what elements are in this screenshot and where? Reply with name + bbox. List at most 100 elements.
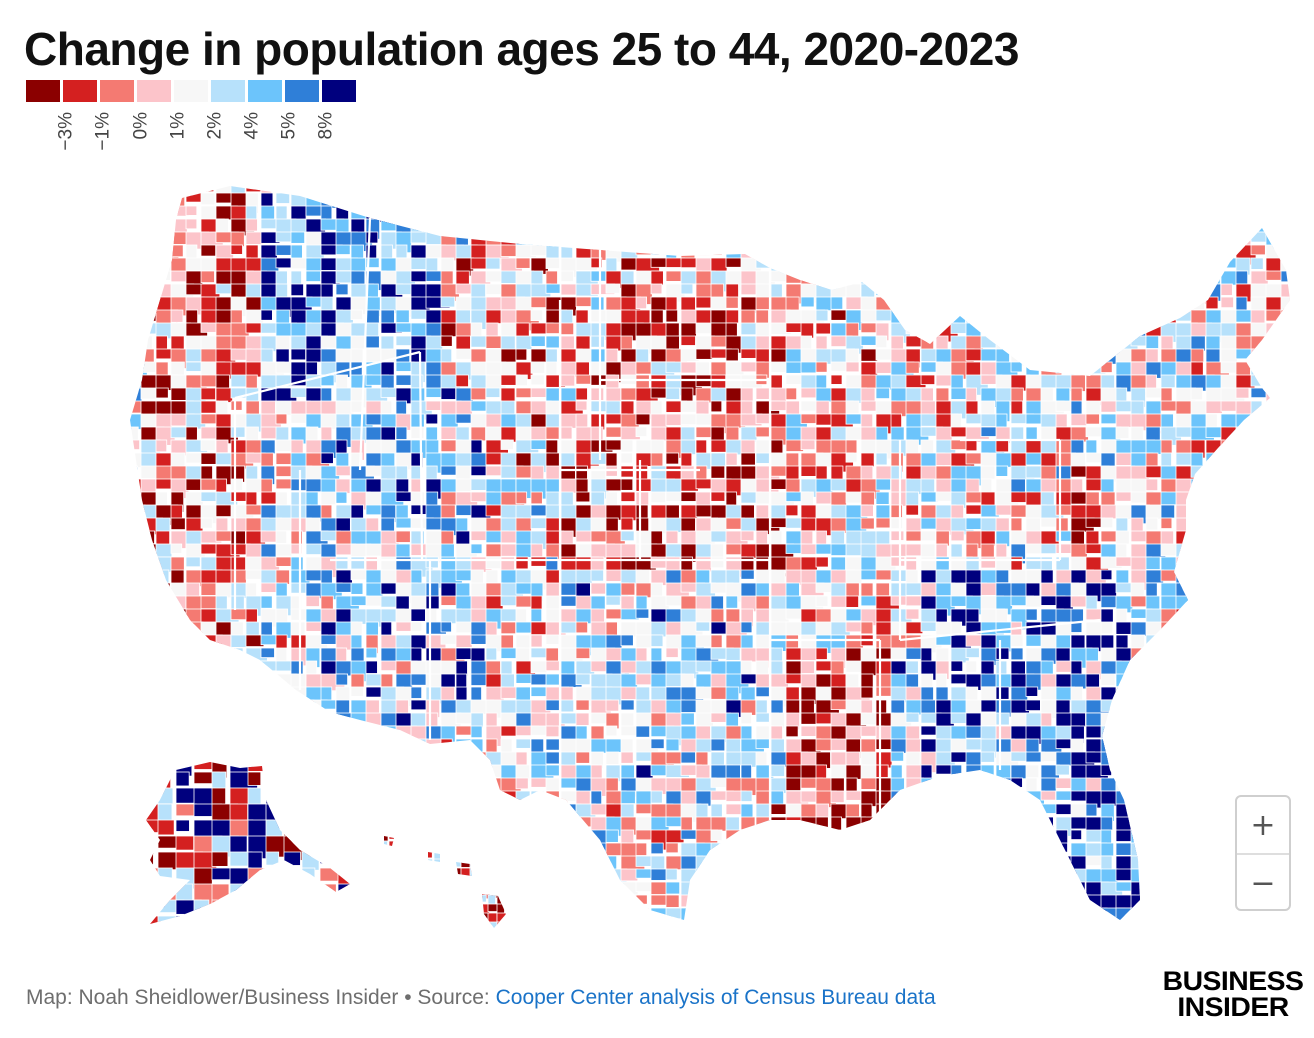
zoom-out-button[interactable]: −: [1250, 865, 1276, 901]
county-cell: [905, 192, 930, 212]
county-cell: [530, 660, 548, 674]
county-cell: [380, 764, 394, 780]
county-cell: [1220, 257, 1239, 269]
county-cell: [455, 842, 477, 859]
county-cell: [395, 881, 407, 899]
county-cell: [681, 921, 692, 939]
county-cell: [770, 400, 789, 411]
county-cell: [1010, 504, 1027, 518]
county-cell: [200, 595, 218, 610]
county-cell: [1265, 673, 1278, 689]
county-cell: [1190, 543, 1211, 565]
county-cell: [680, 465, 695, 480]
county-cell: [442, 867, 455, 881]
county-cell: [770, 868, 791, 889]
county-cell: [936, 934, 956, 949]
county-cell: [1040, 725, 1057, 741]
county-cell: [200, 387, 216, 401]
county-cell: [1265, 309, 1286, 322]
county-cell: [1205, 335, 1221, 351]
county-cell: [695, 192, 710, 211]
county-cell: [469, 836, 480, 840]
county-cell: [711, 921, 730, 937]
county-cell: [635, 413, 651, 426]
county-cell: [290, 660, 304, 676]
county-cell: [440, 842, 461, 865]
county-cell: [860, 205, 878, 227]
county-cell: [890, 192, 908, 213]
county-cell: [1280, 647, 1290, 665]
county-cell: [1130, 686, 1145, 697]
county-cell: [920, 816, 940, 835]
county-cell: [980, 881, 999, 893]
county-cell: [337, 851, 350, 865]
county-cell: [575, 790, 591, 806]
county-cell: [471, 921, 492, 935]
county-cell: [1176, 921, 1194, 935]
county-cell: [1100, 478, 1115, 493]
county-cell: [590, 725, 605, 740]
county-cell: [995, 829, 1009, 850]
county-cell: [1235, 686, 1257, 706]
county-cell: [575, 218, 599, 236]
county-cell: [1205, 764, 1229, 777]
county-cell: [1040, 660, 1054, 677]
county-cell: [193, 867, 213, 886]
county-cell: [1220, 517, 1241, 531]
county-cell: [230, 673, 252, 692]
county-cell: [130, 621, 142, 636]
county-cell: [1280, 660, 1290, 677]
county-cell: [140, 634, 153, 646]
county-cell: [845, 855, 863, 868]
county-cell: [560, 335, 575, 350]
county-cell: [140, 855, 153, 870]
county-cell: [620, 881, 639, 904]
county-cell: [665, 894, 680, 908]
county-cell: [1175, 192, 1194, 212]
county-cell: [1190, 725, 1207, 738]
county-cell: [1265, 543, 1290, 559]
county-cell: [230, 186, 246, 195]
county-cell: [1010, 257, 1024, 276]
county-cell: [283, 803, 310, 828]
county-cell: [175, 771, 190, 787]
county-cell: [815, 374, 828, 391]
county-cell: [350, 556, 365, 570]
county-cell: [1205, 881, 1223, 899]
county-cell: [1265, 387, 1290, 410]
county-cell: [950, 868, 973, 887]
zoom-in-button[interactable]: +: [1237, 797, 1289, 855]
county-cell: [590, 569, 604, 582]
county-cell: [155, 881, 172, 899]
county-cell: [1025, 764, 1040, 779]
county-cell: [442, 858, 457, 869]
county-cell: [905, 894, 926, 906]
county-cell: [950, 790, 973, 806]
county-cell: [320, 186, 333, 190]
county-cell: [681, 934, 692, 948]
county-cell: [591, 934, 605, 953]
county-cell: [1175, 270, 1194, 289]
county-cell: [575, 400, 588, 411]
county-cell: [470, 530, 487, 541]
county-cell: [875, 186, 900, 195]
county-cell: [1115, 829, 1138, 842]
county-cell: [290, 699, 315, 711]
county-cell: [1265, 186, 1284, 198]
county-cell: [140, 387, 157, 400]
county-cell: [980, 842, 1000, 862]
county-cell: [530, 205, 551, 220]
county-cell: [860, 621, 874, 635]
county-cell: [1040, 673, 1058, 689]
county-cell: [860, 855, 880, 876]
county-cell: [1040, 816, 1054, 831]
county-cell: [305, 595, 320, 607]
county-cell: [1190, 907, 1212, 920]
source-link[interactable]: Cooper Center analysis of Census Bureau …: [495, 986, 936, 1009]
county-cell: [1055, 894, 1069, 907]
county-cell: [260, 907, 284, 920]
county-cell: [260, 309, 273, 321]
county-cell: [247, 883, 263, 896]
county-cell: [365, 777, 384, 789]
